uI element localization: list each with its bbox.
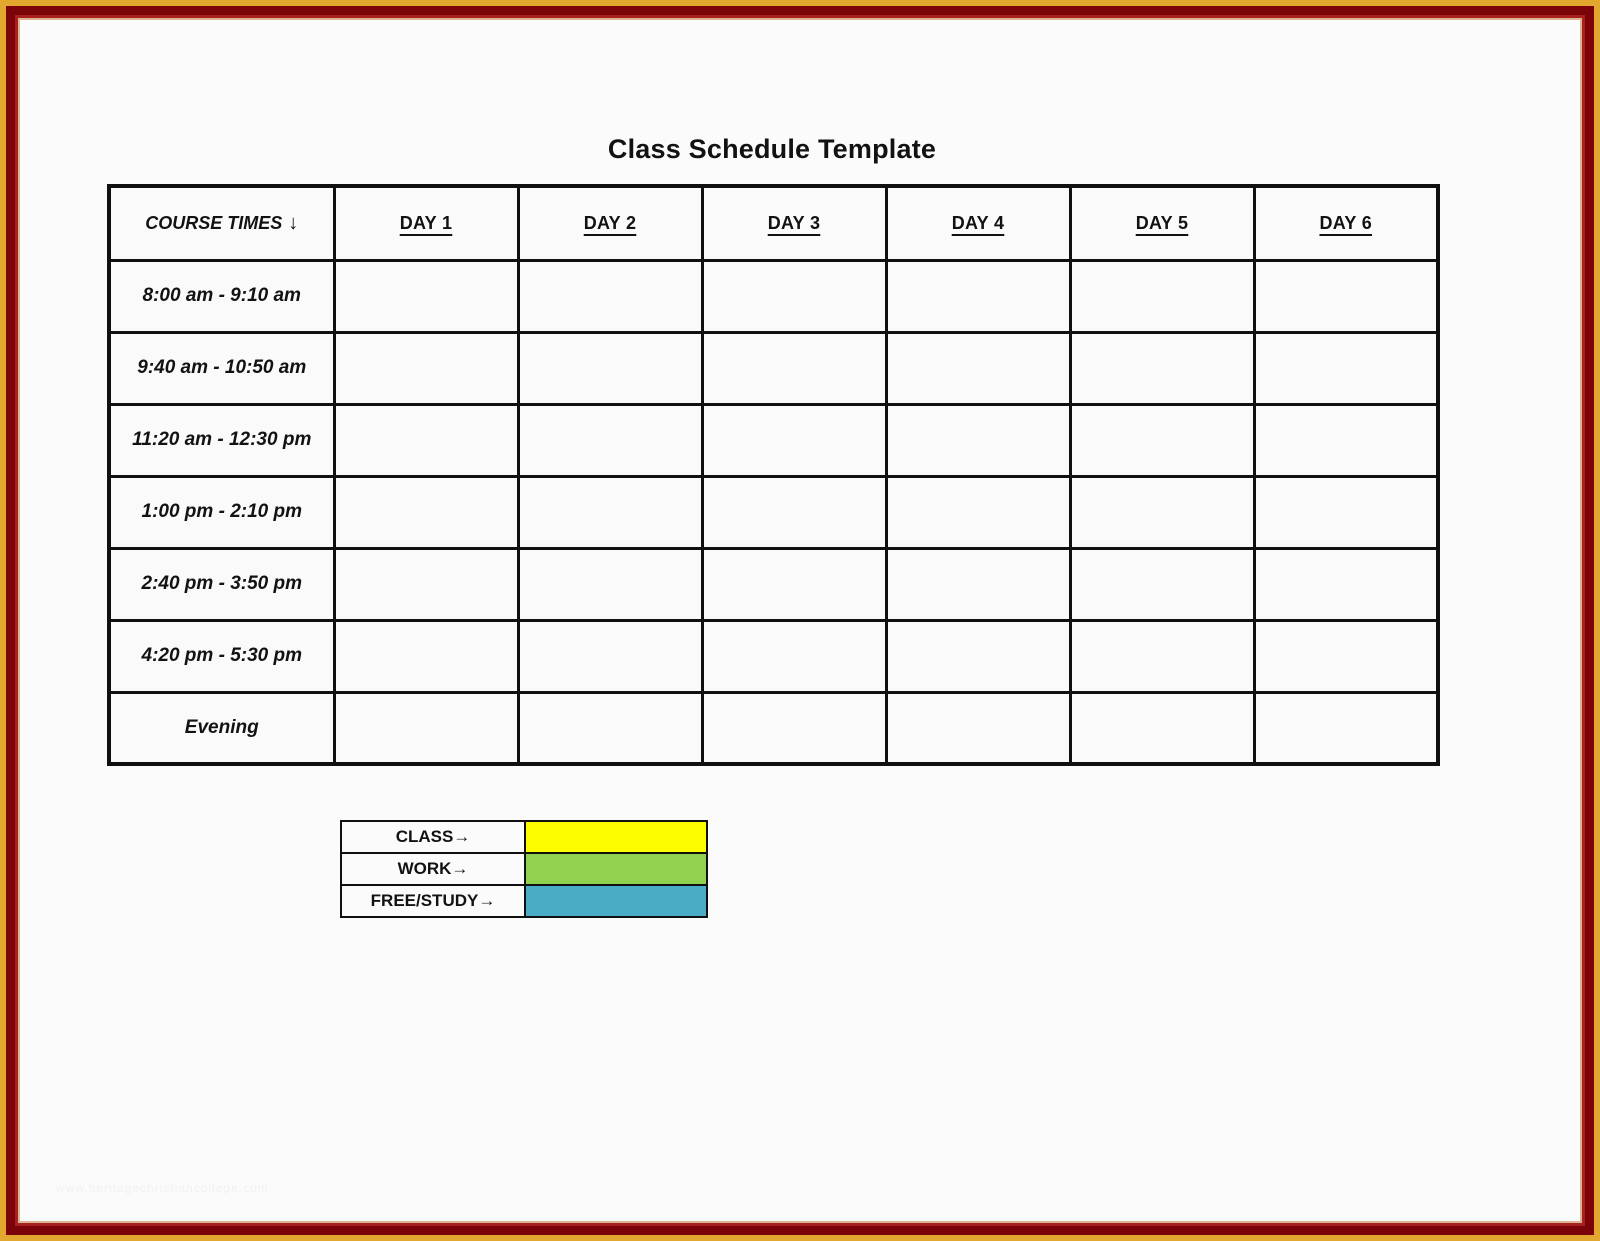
schedule-cell-empty bbox=[700, 258, 888, 334]
schedule-cell-empty bbox=[516, 690, 704, 766]
time-slot-label: 4:20 pm - 5:30 pm bbox=[107, 618, 336, 694]
schedule-cell-empty bbox=[1252, 330, 1440, 406]
schedule-table: COURSE TIMES ↓ DAY 1 DAY 2 DAY 3 DAY 4 DA… bbox=[107, 184, 1440, 766]
schedule-cell-empty bbox=[884, 474, 1072, 550]
schedule-cell-empty bbox=[516, 330, 704, 406]
legend-row: WORK→ bbox=[340, 852, 708, 886]
schedule-cell-empty bbox=[1252, 402, 1440, 478]
page-title: Class Schedule Template bbox=[607, 134, 937, 164]
schedule-cell-empty bbox=[516, 474, 704, 550]
schedule-cell-empty bbox=[884, 690, 1072, 766]
schedule-row: 11:20 am - 12:30 pm bbox=[107, 402, 1440, 478]
schedule-cell-empty bbox=[332, 474, 520, 550]
down-arrow-icon: ↓ bbox=[288, 211, 299, 234]
decorative-frame-tan-line: Class Schedule Template COURSE TI bbox=[18, 18, 1582, 1223]
schedule-row: Evening bbox=[107, 690, 1440, 766]
day-3-header: DAY 3 bbox=[700, 184, 888, 262]
schedule-cell-empty bbox=[1068, 330, 1256, 406]
schedule-cell-empty bbox=[1252, 258, 1440, 334]
schedule-cell-empty bbox=[884, 330, 1072, 406]
schedule-row: 9:40 am - 10:50 am bbox=[107, 330, 1440, 406]
day-5-header: DAY 5 bbox=[1068, 184, 1256, 262]
decorative-frame-red-stripe: Class Schedule Template COURSE TI bbox=[15, 15, 1585, 1226]
schedule-cell-empty bbox=[332, 546, 520, 622]
legend-label-work: WORK→ bbox=[340, 852, 526, 886]
schedule-cell-empty bbox=[700, 546, 888, 622]
schedule-cell-empty bbox=[516, 546, 704, 622]
schedule-cell-empty bbox=[700, 690, 888, 766]
day-1-header: DAY 1 bbox=[332, 184, 520, 262]
day-2-header: DAY 2 bbox=[516, 184, 704, 262]
course-times-label: COURSE TIMES bbox=[145, 212, 283, 233]
schedule-cell-empty bbox=[1068, 258, 1256, 334]
schedule-cell-empty bbox=[884, 618, 1072, 694]
schedule-cell-empty bbox=[332, 690, 520, 766]
legend-swatch-class bbox=[524, 820, 708, 854]
time-slot-label: 2:40 pm - 3:50 pm bbox=[107, 546, 336, 622]
schedule-header-row: COURSE TIMES ↓ DAY 1 DAY 2 DAY 3 DAY 4 DA… bbox=[107, 184, 1440, 262]
day-6-header: DAY 6 bbox=[1252, 184, 1440, 262]
legend-label-class: CLASS→ bbox=[340, 820, 526, 854]
watermark: www.heritagechristiancollege.com bbox=[56, 1181, 269, 1195]
schedule-cell-empty bbox=[332, 330, 520, 406]
schedule-cell-empty bbox=[332, 258, 520, 334]
schedule-cell-empty bbox=[1252, 474, 1440, 550]
schedule-cell-empty bbox=[332, 402, 520, 478]
legend-row: CLASS→ bbox=[340, 820, 708, 854]
day-4-header: DAY 4 bbox=[884, 184, 1072, 262]
schedule-cell-empty bbox=[1068, 546, 1256, 622]
time-slot-label: Evening bbox=[107, 690, 336, 766]
schedule-cell-empty bbox=[516, 258, 704, 334]
schedule-cell-empty bbox=[884, 546, 1072, 622]
schedule-row: 2:40 pm - 3:50 pm bbox=[107, 546, 1440, 622]
schedule-cell-empty bbox=[884, 402, 1072, 478]
time-slot-label: 9:40 am - 10:50 am bbox=[107, 330, 336, 406]
legend-swatch-work bbox=[524, 852, 708, 886]
schedule-cell-empty bbox=[700, 402, 888, 478]
time-slot-label: 11:20 am - 12:30 pm bbox=[107, 402, 336, 478]
course-times-header: COURSE TIMES ↓ bbox=[107, 184, 336, 262]
schedule-cell-empty bbox=[1252, 618, 1440, 694]
schedule-row: 8:00 am - 9:10 am bbox=[107, 258, 1440, 334]
schedule-cell-empty bbox=[1068, 474, 1256, 550]
legend-swatch-free-study bbox=[524, 884, 708, 918]
schedule-cell-empty bbox=[700, 330, 888, 406]
schedule-cell-empty bbox=[1068, 402, 1256, 478]
schedule-cell-empty bbox=[332, 618, 520, 694]
decorative-frame-maroon: Class Schedule Template COURSE TI bbox=[6, 6, 1594, 1235]
legend-table: CLASS→ WORK→ FREE/STUDY→ bbox=[340, 820, 708, 918]
document-page: Class Schedule Template COURSE TI bbox=[20, 20, 1580, 1221]
schedule-cell-empty bbox=[1252, 690, 1440, 766]
schedule-cell-empty bbox=[700, 474, 888, 550]
time-slot-label: 1:00 pm - 2:10 pm bbox=[107, 474, 336, 550]
legend-label-free-study: FREE/STUDY→ bbox=[340, 884, 526, 918]
schedule-cell-empty bbox=[1252, 546, 1440, 622]
time-slot-label: 8:00 am - 9:10 am bbox=[107, 258, 336, 334]
schedule-cell-empty bbox=[516, 618, 704, 694]
schedule-row: 1:00 pm - 2:10 pm bbox=[107, 474, 1440, 550]
schedule-cell-empty bbox=[700, 618, 888, 694]
schedule-cell-empty bbox=[1068, 618, 1256, 694]
legend-row: FREE/STUDY→ bbox=[340, 884, 708, 918]
schedule-row: 4:20 pm - 5:30 pm bbox=[107, 618, 1440, 694]
schedule-cell-empty bbox=[884, 258, 1072, 334]
schedule-cell-empty bbox=[1068, 690, 1256, 766]
schedule-cell-empty bbox=[516, 402, 704, 478]
